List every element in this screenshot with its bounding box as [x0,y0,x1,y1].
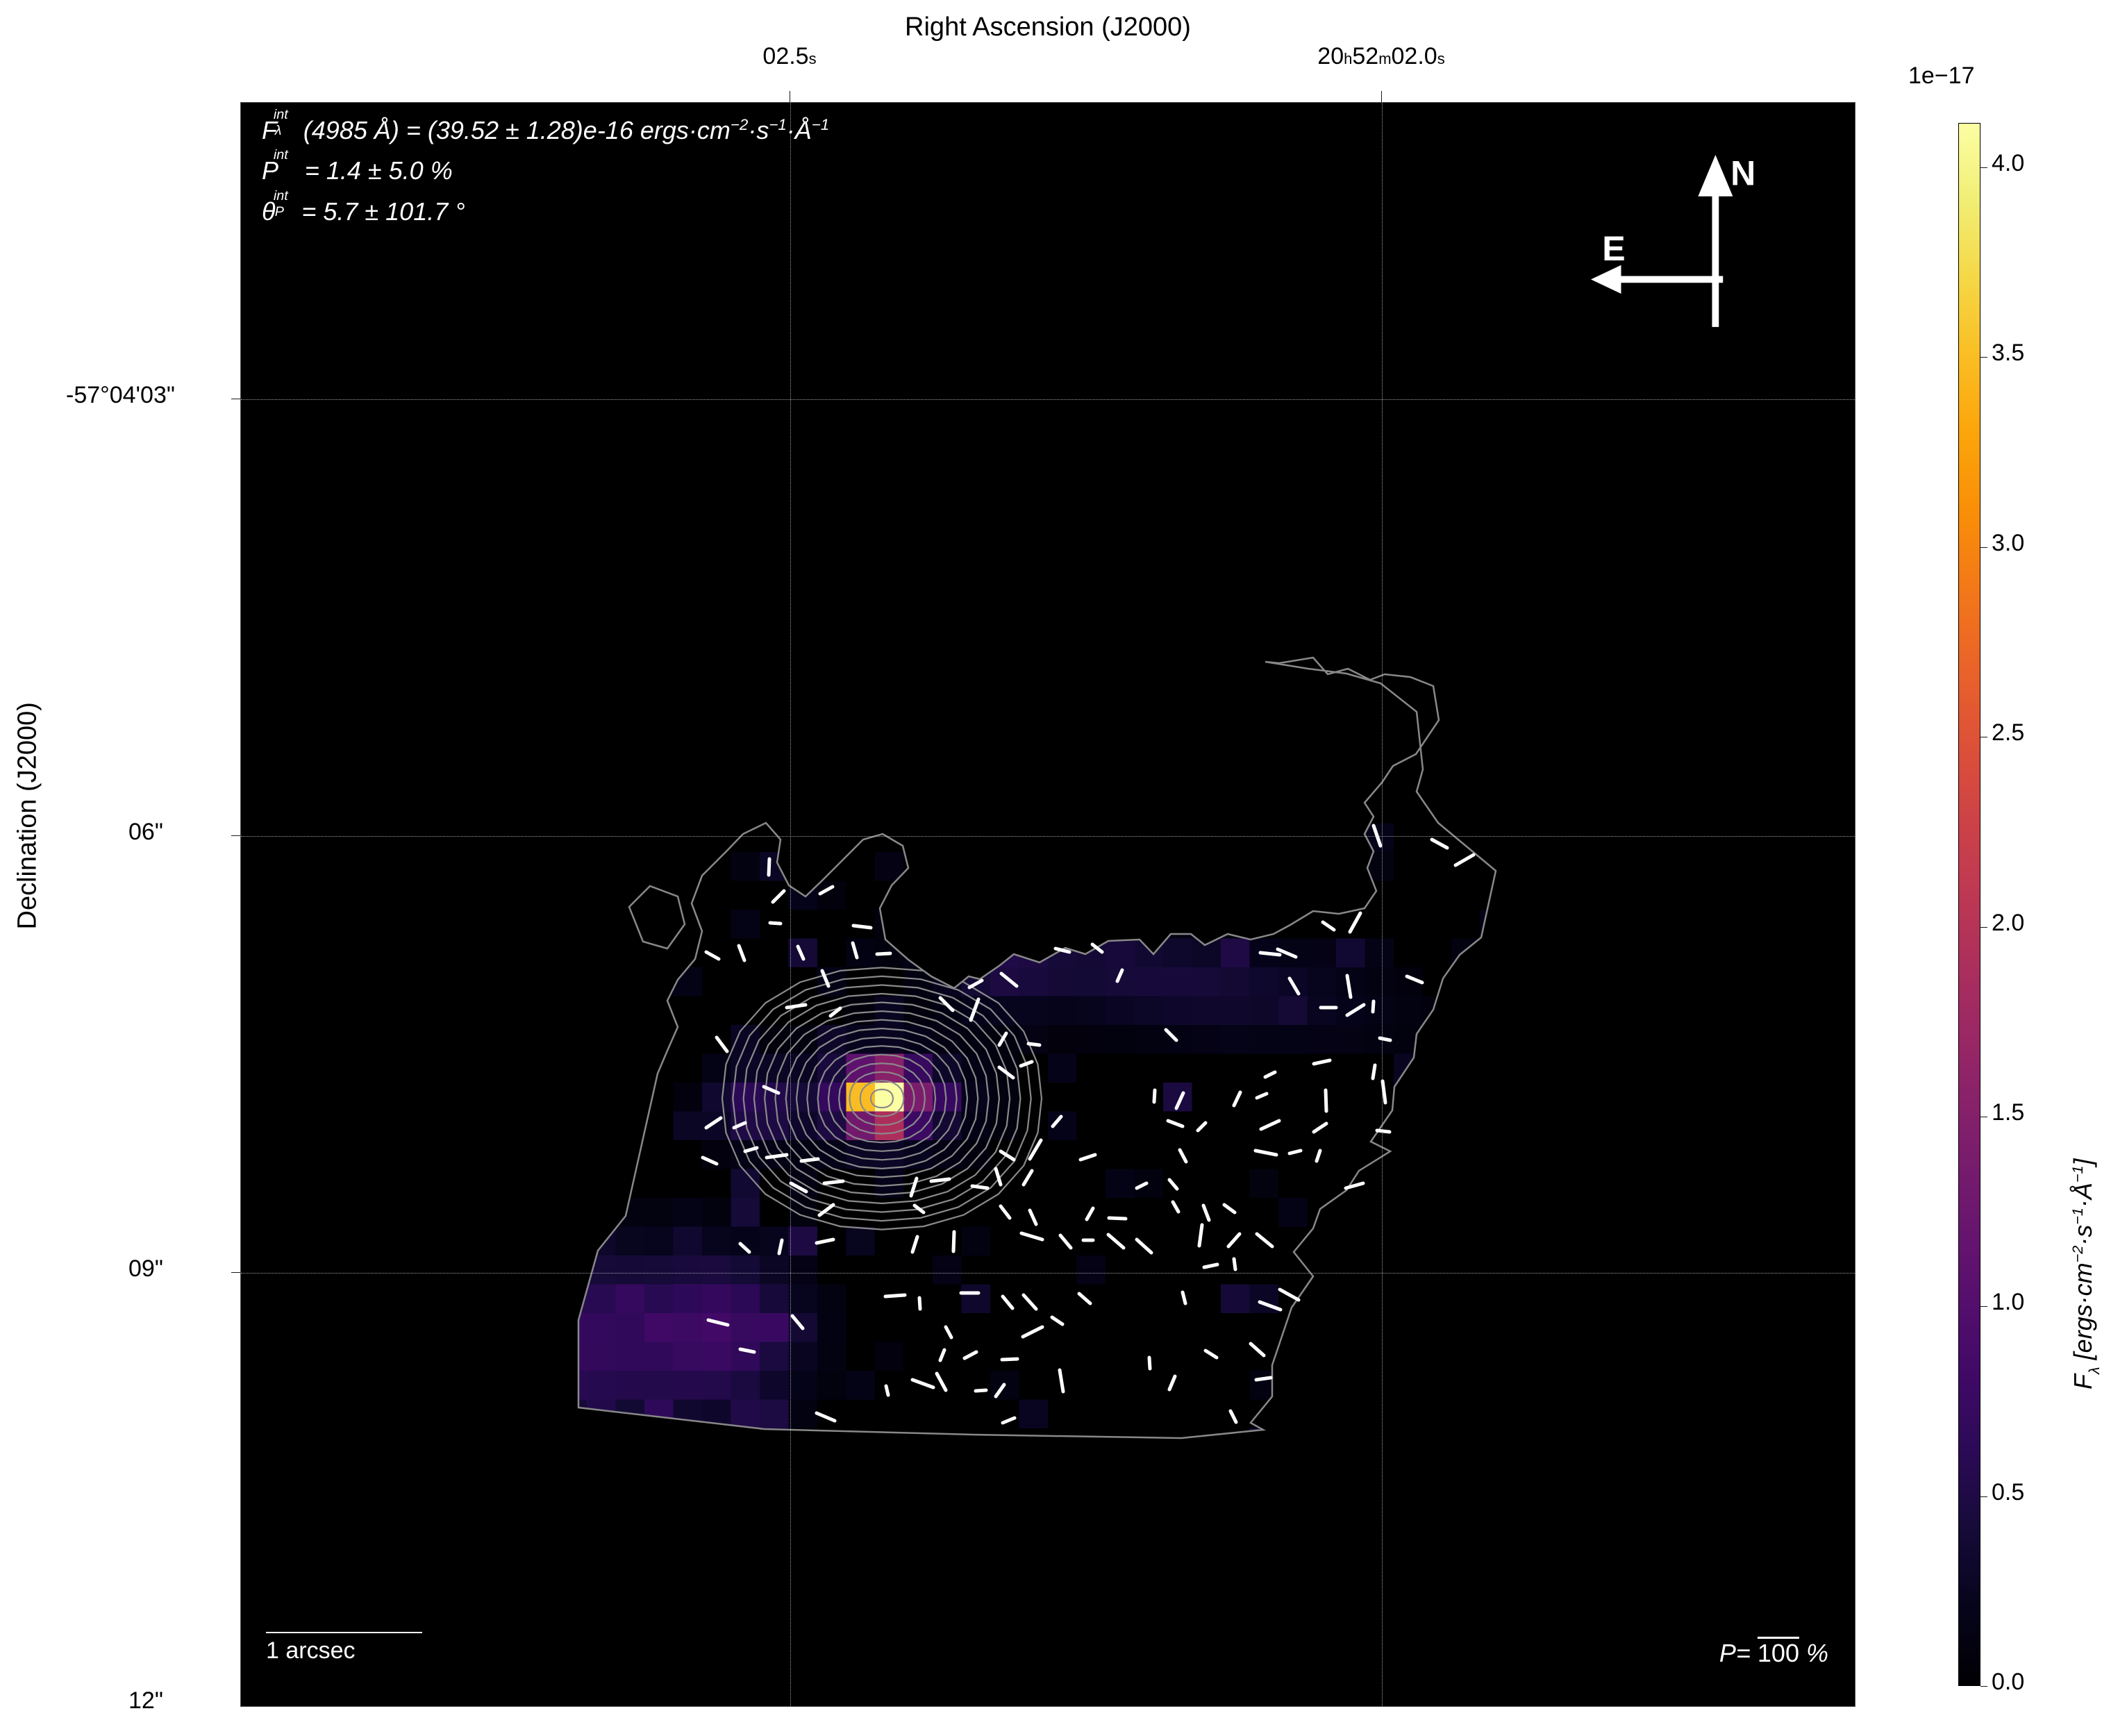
svg-text:E: E [1602,229,1625,268]
svg-text:N: N [1730,155,1755,192]
